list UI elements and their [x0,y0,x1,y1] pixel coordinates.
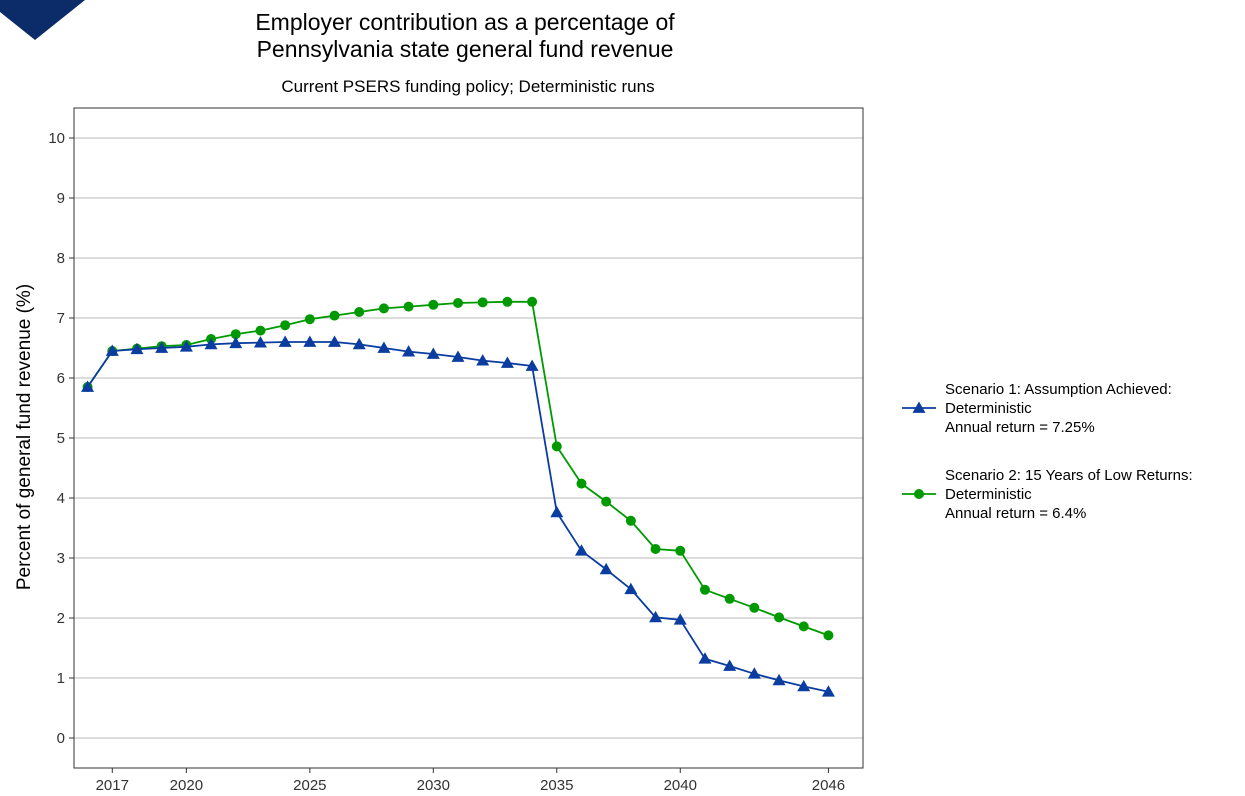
y-tick-label-6: 6 [57,370,65,387]
series-2-point-2040 [675,545,686,556]
series-1 [81,335,835,697]
y-tick-label-1: 1 [57,670,65,687]
series-1-point-2045 [797,679,811,692]
series-1-point-2033 [500,356,514,368]
series-1-point-2035 [550,505,564,518]
x-tick-label-2035: 2035 [540,777,573,794]
series-1-point-2025 [303,335,317,347]
series-2-point-2046 [823,630,834,641]
y-tick-label-0: 0 [57,730,65,747]
y-tick-label-8: 8 [57,250,65,267]
series-1-point-2040 [673,613,687,625]
y-tick-label-7: 7 [57,310,65,327]
legend-item-1: Scenario 1: Assumption Achieved: Determin… [902,381,1172,436]
x-axis-ticks: 2017 2020 2025 2030 2035 2040 2046 [96,768,845,794]
series-2-point-2030 [428,299,439,310]
series-1-point-2046 [821,685,835,697]
grid-lines [74,137,863,739]
chart-title-line-2: Pennsylvania state general fund revenue [257,36,674,62]
corner-accent-shape [0,0,85,40]
y-axis-label: Percent of general fund revenue (%) [14,284,35,590]
y-tick-label-3: 3 [57,550,65,567]
y-tick-label-2: 2 [57,610,65,627]
series-2-point-2043 [749,602,760,613]
series-2-point-2028 [378,303,389,314]
series-1-point-2043 [747,667,761,679]
x-tick-label-2030: 2030 [417,777,450,794]
legend-label-1-line-3: Annual return = 7.25% [945,419,1095,436]
legend-label-2-line-1: Scenario 2: 15 Years of Low Returns: [945,467,1193,484]
series-2-point-2033 [502,296,513,307]
series-1-point-2027 [352,337,366,350]
series-1-point-2021 [204,337,218,350]
x-tick-label-2040: 2040 [664,777,697,794]
x-tick-label-2020: 2020 [170,777,203,794]
series-1-point-2041 [698,652,712,664]
series-1-point-2019 [155,341,169,353]
series-2-point-2035 [551,441,562,452]
series-1-point-2020 [179,340,193,352]
series-1-point-2023 [253,336,267,348]
series-2-point-2027 [354,307,365,317]
series-1-point-2036 [574,544,588,556]
y-tick-label-10: 10 [48,130,65,147]
series-2-point-2022 [230,329,241,340]
series-1-point-2028 [377,341,391,353]
series-1-point-2034 [525,359,539,371]
legend-key-marker-2 [914,489,924,499]
legend-key-marker-1 [912,401,926,413]
series-2-point-2025 [304,314,315,325]
series-2-point-2037 [601,496,612,507]
legend: Scenario 1: Assumption Achieved: Determin… [902,381,1193,522]
series-2-point-2029 [403,301,414,312]
series-1-point-2024 [278,335,292,347]
series-2-point-2042 [724,593,735,604]
series-2-point-2031 [453,298,464,308]
series-1-point-2044 [772,673,786,686]
series-layer [81,296,835,697]
series-2-point-2044 [774,612,785,623]
series-1-point-2039 [649,610,663,623]
series-2-point-2039 [650,544,661,554]
series-2-point-2041 [699,584,710,595]
chart-subtitle: Current PSERS funding policy; Determinis… [281,77,654,96]
x-tick-label-2025: 2025 [293,777,326,794]
y-tick-label-4: 4 [57,490,65,507]
y-tick-label-9: 9 [57,190,65,207]
legend-label-1-line-2: Deterministic [945,400,1032,417]
series-1-point-2026 [328,335,342,347]
series-1-point-2018 [130,342,144,355]
series-1-point-2031 [451,350,465,362]
series-1-point-2022 [229,336,243,349]
series-1-point-2042 [723,659,737,671]
series-1-line [86,341,829,693]
y-axis-ticks: 0 1 2 3 4 5 6 7 8 9 10 [48,130,74,747]
series-1-point-2030 [426,347,440,359]
chart-title-line-1: Employer contribution as a percentage of [255,9,675,35]
series-2-point-2034 [527,296,538,307]
legend-label-2-line-2: Deterministic [945,486,1032,503]
series-1-point-2016 [81,380,95,392]
series-2-point-2026 [329,310,340,321]
series-2-point-2036 [576,478,587,489]
series-2-point-2045 [798,621,809,632]
series-1-point-2032 [476,354,490,366]
series-2-point-2038 [625,515,636,526]
series-1-point-2038 [624,582,638,595]
x-tick-label-2046: 2046 [812,777,845,794]
y-tick-label-5: 5 [57,430,65,447]
x-tick-label-2017: 2017 [96,777,129,794]
series-2-point-2024 [280,320,291,331]
series-2 [82,296,834,641]
series-1-point-2029 [402,345,416,357]
legend-item-2: Scenario 2: 15 Years of Low Returns: Dete… [902,467,1193,522]
legend-label-2-line-3: Annual return = 6.4% [945,505,1086,522]
series-2-point-2032 [477,297,488,308]
series-2-point-2023 [255,325,266,336]
series-1-point-2017 [105,344,119,356]
series-1-point-2037 [599,562,613,575]
legend-label-1-line-1: Scenario 1: Assumption Achieved: [945,381,1172,398]
